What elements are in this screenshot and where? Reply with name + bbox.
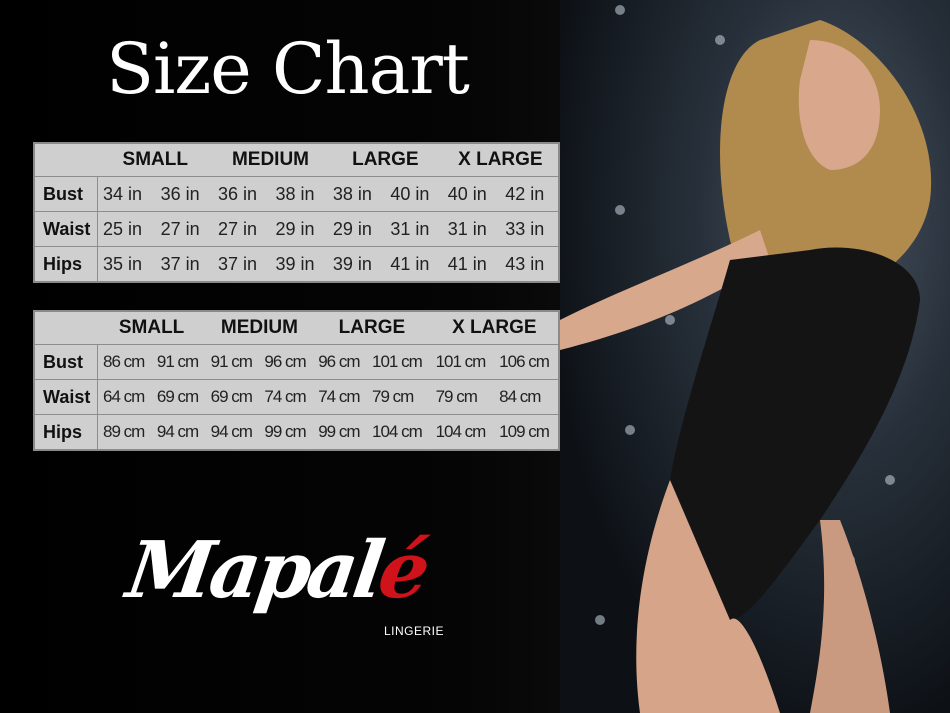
table-cell: 91 cm — [151, 344, 206, 380]
table-cell: 96 cm — [259, 344, 314, 380]
table-row: Waist 64 cm 69 cm 69 cm 74 cm 74 cm 79 cm 79 cm… — [33, 379, 559, 415]
table-cell: 37 in — [155, 246, 214, 283]
row-label: Waist — [33, 379, 98, 415]
row-label: Bust — [33, 344, 98, 380]
table-cell: 99 cm — [313, 414, 367, 451]
brand-logo: Mapalé — [122, 525, 432, 616]
table-cell: 36 in — [213, 176, 271, 212]
row-label: Bust — [33, 176, 98, 212]
table-cell: 69 cm — [205, 379, 260, 415]
table-cell: 38 in — [327, 176, 386, 212]
size-table-cm: SMALL MEDIUM LARGE X LARGE Bust 86 cm 91 c… — [33, 310, 560, 451]
table-cell: 99 cm — [259, 414, 314, 451]
table-row: Bust 86 cm 91 cm 91 cm 96 cm 96 cm 101 cm 101 c… — [33, 344, 559, 380]
table-cell: 96 cm — [313, 344, 367, 380]
table-cell: 39 in — [327, 246, 386, 283]
table-cell: 42 in — [500, 176, 559, 212]
table-cell: 35 in — [97, 246, 156, 283]
table-cell: 25 in — [97, 211, 156, 247]
row-label: Waist — [33, 211, 98, 247]
header-small: SMALL — [97, 142, 214, 177]
table-cell: 79 cm — [430, 379, 495, 415]
page-title: Size Chart — [106, 28, 470, 110]
table-cell: 41 in — [385, 246, 443, 283]
header-x-large: X LARGE — [442, 142, 559, 177]
table-cell: 69 cm — [151, 379, 206, 415]
table-cell: 33 in — [500, 211, 559, 247]
table-cell: 104 cm — [366, 414, 431, 451]
table-cell: 94 cm — [205, 414, 260, 451]
model-photo — [560, 0, 950, 713]
table-cell: 34 in — [97, 176, 156, 212]
row-label: Hips — [33, 414, 98, 451]
header-medium: MEDIUM — [205, 310, 314, 345]
table-cell: 104 cm — [430, 414, 495, 451]
table-cell: 101 cm — [366, 344, 431, 380]
table-cell: 94 cm — [151, 414, 206, 451]
table-header-row: SMALL MEDIUM LARGE X LARGE — [34, 142, 559, 177]
table-cell: 101 cm — [430, 344, 495, 380]
table-cell: 79 cm — [366, 379, 431, 415]
table-cell: 41 in — [442, 246, 501, 283]
table-cell: 91 cm — [205, 344, 260, 380]
table-row: Waist 25 in 27 in 27 in 29 in 29 in 31 in 31 in… — [33, 211, 559, 247]
row-label: Hips — [33, 246, 98, 283]
table-row: Bust 34 in 36 in 36 in 38 in 38 in 40 in 40 in 4… — [33, 176, 559, 212]
table-cell: 84 cm — [494, 379, 559, 415]
table-cell: 40 in — [442, 176, 501, 212]
table-cell: 40 in — [385, 176, 443, 212]
table-cell: 39 in — [270, 246, 328, 283]
table-cell: 27 in — [213, 211, 271, 247]
table-cell: 86 cm — [97, 344, 152, 380]
table-row: Hips 89 cm 94 cm 94 cm 99 cm 99 cm 104 cm 104 c… — [33, 414, 559, 451]
table-cell: 29 in — [270, 211, 328, 247]
table-cell: 29 in — [327, 211, 386, 247]
table-cell: 106 cm — [494, 344, 559, 380]
header-small: SMALL — [97, 310, 206, 345]
header-x-large: X LARGE — [430, 310, 559, 345]
table-cell: 31 in — [442, 211, 501, 247]
brand-name: Mapal — [121, 525, 386, 616]
table-cell: 31 in — [385, 211, 443, 247]
header-large: LARGE — [313, 310, 431, 345]
table-header-row: SMALL MEDIUM LARGE X LARGE — [34, 310, 559, 345]
table-cell: 64 cm — [97, 379, 152, 415]
table-cell: 36 in — [155, 176, 214, 212]
header-large: LARGE — [327, 142, 443, 177]
brand-subtitle: LINGERIE — [384, 624, 445, 638]
table-cell: 37 in — [213, 246, 271, 283]
table-cell: 27 in — [155, 211, 214, 247]
table-cell: 74 cm — [259, 379, 314, 415]
header-blank — [34, 310, 98, 345]
table-cell: 74 cm — [313, 379, 367, 415]
table-cell: 43 in — [500, 246, 559, 283]
size-table-inches: SMALL MEDIUM LARGE X LARGE Bust 34 in 36 i… — [33, 142, 560, 283]
table-cell: 89 cm — [97, 414, 152, 451]
header-blank — [34, 142, 98, 177]
table-row: Hips 35 in 37 in 37 in 39 in 39 in 41 in 41 in 4… — [33, 246, 559, 283]
model-photo-illustration — [560, 5, 932, 713]
table-cell: 109 cm — [494, 414, 559, 451]
table-cell: 38 in — [270, 176, 328, 212]
header-medium: MEDIUM — [213, 142, 328, 177]
